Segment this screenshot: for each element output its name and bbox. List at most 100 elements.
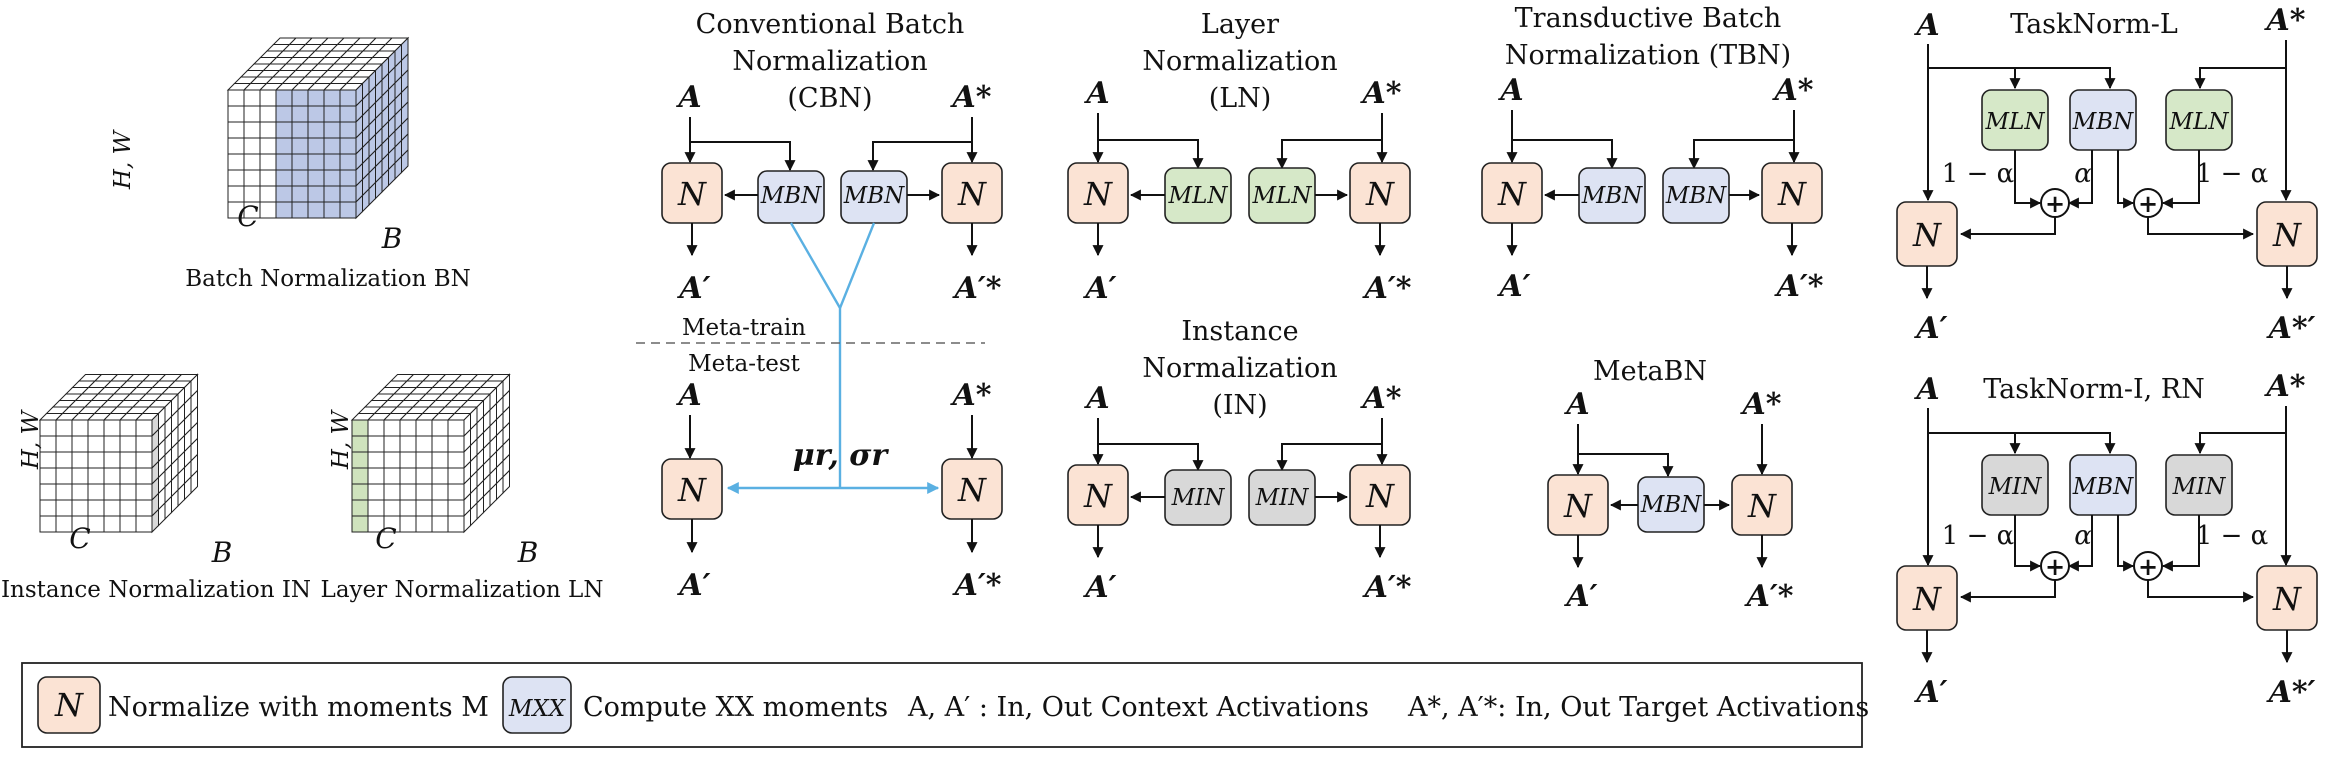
ln-context-m-label: MLN [1168, 183, 1229, 209]
tasknorm-l-m-left-label: MLN [1985, 109, 2046, 135]
tasknorm-l-one-minus-alpha-right: 1 − α [2196, 159, 2268, 189]
cbn-title-line1: Conventional Batch [696, 9, 965, 40]
ln-target-n-label: N [1365, 175, 1395, 213]
in-title-line2: Normalization [1142, 353, 1337, 384]
cbn-train-context-n-label: N [677, 175, 707, 213]
tasknorm-l-alpha-left: α [2074, 159, 2092, 189]
tbn-context-n-label: N [1497, 175, 1527, 213]
bn-cube-b-label: B [381, 222, 403, 255]
tbn-title-line2: Normalization (TBN) [1505, 40, 1791, 71]
tasknorm-l-a-star-out: A*′ [2266, 311, 2316, 346]
tasknorm-l-m-right-label: MLN [2169, 109, 2230, 135]
metabn-context-n-label: N [1563, 487, 1593, 525]
legend-m-text: Compute XX moments [583, 692, 888, 723]
tasknorm-i-a-out: A′ [1913, 675, 1947, 710]
cbn-meta-train-label: Meta-train [682, 315, 806, 341]
tasknorm-l-title: TaskNorm-L [2010, 9, 2178, 40]
in-cube-hw-label: H, W [18, 408, 44, 470]
cbn-a-star-in: A* [950, 80, 992, 115]
cbn-test-a-in: A [675, 378, 701, 413]
in-title-line3: (IN) [1212, 390, 1267, 421]
legend-target-text: A*, A′*: In, Out Target Activations [1407, 692, 1869, 723]
tasknorm-l-one-minus-alpha-left: 1 − α [1942, 159, 2014, 189]
tasknorm-i-batch-moment-box [2069, 454, 2137, 516]
tbn-a-star-in: A* [1772, 73, 1814, 108]
ln-cube-hw-label: H, W [328, 408, 354, 470]
bn-cube-caption: Batch Normalization BN [185, 266, 471, 292]
in-panel: Instance Normalization (IN) A A* N MIN M… [1067, 316, 1412, 605]
legend-n-text: Normalize with moments M [108, 692, 489, 723]
tasknorm-l-plus-right: + [2138, 189, 2158, 218]
bn-cube [226, 36, 410, 220]
metabn-a-star-out: A′* [1744, 579, 1794, 614]
tasknorm-i-alpha-left: α [2074, 521, 2092, 551]
tasknorm-i-a-star-in: A* [2264, 369, 2306, 404]
tasknorm-i-a-star-out: A*′ [2266, 675, 2316, 710]
legend-frame [21, 662, 1863, 748]
in-a-in: A [1083, 381, 1109, 416]
in-cube-b-label: B [211, 536, 233, 569]
cbn-running-moments-label: μr, σr [793, 438, 890, 473]
ln-cube-caption: Layer Normalization LN [321, 577, 604, 603]
tasknorm-i-a-in: A [1913, 372, 1939, 407]
tasknorm-i-target-n-label: N [2272, 580, 2302, 618]
cbn-train-a-out: A′ [676, 271, 710, 306]
tasknorm-i-one-minus-alpha-right: 1 − α [2196, 521, 2268, 551]
ln-a-star-in: A* [1360, 76, 1402, 111]
cbn-test-a-star-in: A* [950, 378, 992, 413]
cbn-meta-test-label: Meta-test [688, 351, 801, 377]
tasknorm-l-a-star-in: A* [2264, 3, 2306, 38]
ln-cube-b-label: B [517, 536, 539, 569]
cbn-test-context-n-label: N [677, 471, 707, 509]
metabn-m-label: MBN [1640, 492, 1702, 518]
tasknorm-l-m-mid-label: MBN [2072, 109, 2134, 135]
tasknorm-i-m-mid-label: MBN [2072, 474, 2134, 500]
tasknorm-i-plus-left: + [2045, 552, 2065, 581]
tbn-context-m-label: MBN [1581, 183, 1643, 209]
cbn-panel: Conventional Batch Normalization (CBN) A… [636, 9, 1003, 603]
legend-context-text: A, A′ : In, Out Context Activations [907, 692, 1369, 723]
cbn-title-line3: (CBN) [787, 83, 872, 114]
metabn-a-out: A′ [1563, 579, 1597, 614]
cbn-train-context-m-label: MBN [760, 183, 822, 209]
cbn-train-target-n-label: N [957, 175, 987, 213]
tasknorm-l-context-n-label: N [1912, 216, 1942, 254]
tasknorm-l-a-in: A [1913, 8, 1939, 43]
tbn-a-star-out: A′* [1774, 269, 1824, 304]
cbn-title-line2: Normalization [732, 46, 927, 77]
tbn-panel: Transductive Batch Normalization (TBN) A… [1481, 3, 1824, 304]
tasknorm-l-plus-left: + [2045, 189, 2065, 218]
legend-m-symbol: MXX [508, 696, 567, 722]
in-context-n-label: N [1083, 477, 1113, 515]
bn-cube-c-label: C [237, 200, 258, 233]
tbn-target-m-label: MBN [1665, 183, 1727, 209]
legend: N Normalize with moments M MXX Compute X… [21, 662, 1869, 748]
cbn-test-a-star-out: A′* [952, 568, 1002, 603]
tasknorm-i-m-left-label: MIN [1988, 474, 2043, 500]
metabn-a-in: A [1563, 387, 1589, 422]
ln-a-out: A′ [1082, 271, 1116, 306]
metabn-panel: MetaBN A A* N MBN N A′ A′* [1547, 356, 1794, 614]
metabn-a-star-in: A* [1740, 387, 1782, 422]
in-cube-caption: Instance Normalization IN [1, 577, 311, 603]
tasknorm-i-panel: TaskNorm-I, RN A A* MIN MBN MIN + + 1 − … [1896, 369, 2318, 710]
tasknorm-i-plus-right: + [2138, 552, 2158, 581]
ln-cube [350, 373, 511, 534]
ln-cube-c-label: C [375, 522, 396, 555]
legend-normalize-swatch [37, 676, 101, 734]
ln-a-in: A [1083, 76, 1109, 111]
tasknorm-i-context-n-label: N [1912, 580, 1942, 618]
tasknorm-l-a-out: A′ [1913, 311, 1947, 346]
tasknorm-l-batch-moment-box [2069, 89, 2137, 151]
in-context-m-label: MIN [1171, 485, 1226, 511]
tbn-a-in: A [1497, 73, 1523, 108]
in-target-m-label: MIN [1255, 485, 1310, 511]
ln-panel: Layer Normalization (LN) A A* N MLN MLN … [1067, 9, 1412, 306]
bn-cube-hw-label: H, W [110, 128, 136, 190]
ln-a-star-out: A′* [1362, 271, 1412, 306]
in-title-line1: Instance [1181, 316, 1298, 347]
tbn-target-n-label: N [1777, 175, 1807, 213]
cbn-test-target-n-label: N [957, 471, 987, 509]
ln-title-line2: Normalization [1142, 46, 1337, 77]
